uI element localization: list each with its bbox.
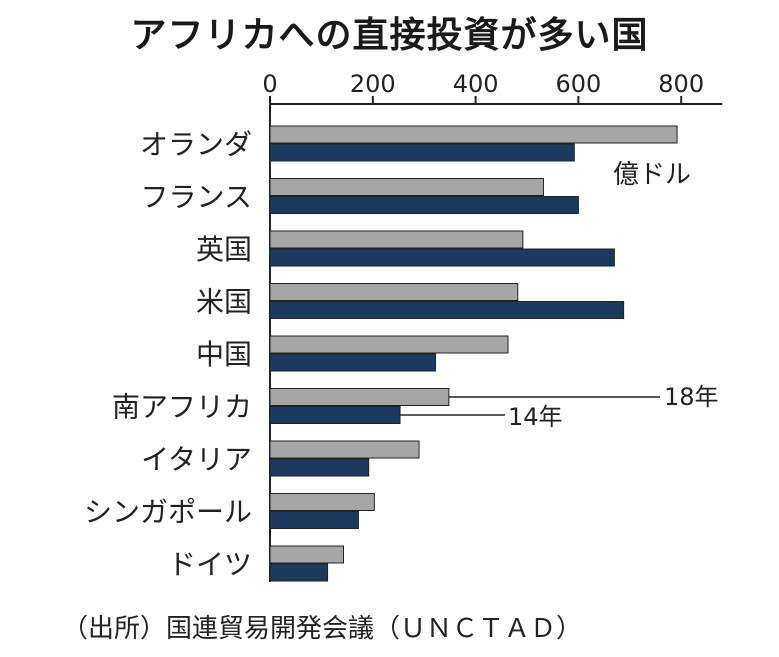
x-tick-label: 200 bbox=[350, 70, 396, 98]
bar-14-6 bbox=[269, 458, 370, 477]
category-label: ドイツ bbox=[168, 548, 252, 581]
bar-18-4 bbox=[269, 335, 509, 354]
bar-14-2 bbox=[269, 248, 615, 267]
bar-18-6 bbox=[269, 440, 420, 459]
bar-14-5 bbox=[269, 406, 401, 424]
x-tick-label: 400 bbox=[453, 70, 499, 98]
x-tick-label: 600 bbox=[555, 70, 601, 98]
bar-14-7 bbox=[269, 511, 359, 529]
chart-title: アフリカへの直接投資が多い国 bbox=[130, 15, 649, 56]
category-label: オランダ bbox=[140, 128, 252, 161]
source-note: （出所）国連貿易開発会議（ＵＮＣＴＡＤ） bbox=[62, 614, 583, 644]
bar-18-1 bbox=[269, 178, 544, 196]
bar-14-3 bbox=[269, 301, 625, 319]
category-label: 米国 bbox=[196, 286, 252, 319]
category-label: 南アフリカ bbox=[112, 391, 252, 424]
series-label-14: 14年 bbox=[508, 403, 563, 431]
bar-14-1 bbox=[269, 196, 579, 214]
series-label-18: 18年 bbox=[664, 383, 719, 411]
x-tick-label: 800 bbox=[658, 70, 704, 98]
unit-label: 億ドル bbox=[613, 160, 691, 190]
category-label: 中国 bbox=[196, 338, 252, 371]
bar-18-0 bbox=[269, 125, 678, 144]
bar-14-4 bbox=[269, 353, 437, 372]
category-label: シンガポール bbox=[84, 496, 252, 529]
bar-14-8 bbox=[269, 563, 329, 582]
bar-18-3 bbox=[269, 283, 519, 301]
bar-18-5 bbox=[269, 388, 450, 406]
bar-18-2 bbox=[269, 230, 524, 249]
bar-18-7 bbox=[269, 493, 375, 511]
category-label: 英国 bbox=[196, 233, 252, 266]
bar-14-0 bbox=[269, 143, 575, 162]
category-label: フランス bbox=[141, 181, 252, 214]
bar-18-8 bbox=[269, 545, 345, 564]
category-label: イタリア bbox=[141, 443, 252, 476]
x-tick-label: 0 bbox=[262, 70, 277, 98]
